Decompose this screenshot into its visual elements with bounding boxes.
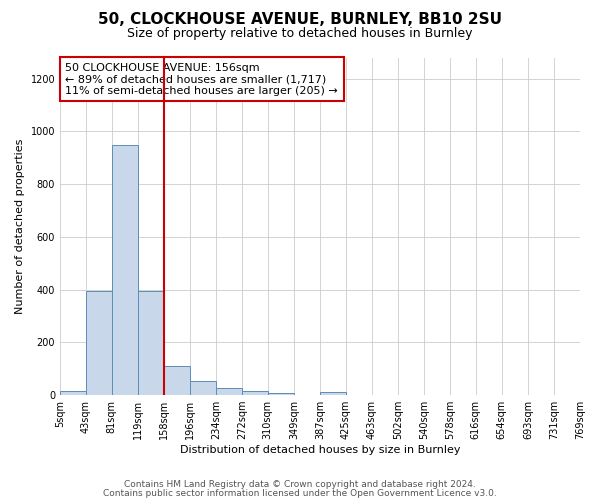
Bar xyxy=(137,292,164,395)
Bar xyxy=(190,381,216,395)
Bar xyxy=(60,391,86,395)
Text: 50, CLOCKHOUSE AVENUE, BURNLEY, BB10 2SU: 50, CLOCKHOUSE AVENUE, BURNLEY, BB10 2SU xyxy=(98,12,502,28)
X-axis label: Distribution of detached houses by size in Burnley: Distribution of detached houses by size … xyxy=(180,445,460,455)
Bar xyxy=(320,392,346,395)
Bar xyxy=(112,146,137,395)
Text: Contains public sector information licensed under the Open Government Licence v3: Contains public sector information licen… xyxy=(103,488,497,498)
Bar xyxy=(268,393,294,395)
Bar xyxy=(164,366,190,395)
Y-axis label: Number of detached properties: Number of detached properties xyxy=(15,138,25,314)
Text: Contains HM Land Registry data © Crown copyright and database right 2024.: Contains HM Land Registry data © Crown c… xyxy=(124,480,476,489)
Bar xyxy=(216,388,242,395)
Bar xyxy=(86,292,112,395)
Bar xyxy=(242,391,268,395)
Text: 50 CLOCKHOUSE AVENUE: 156sqm
← 89% of detached houses are smaller (1,717)
11% of: 50 CLOCKHOUSE AVENUE: 156sqm ← 89% of de… xyxy=(65,62,338,96)
Text: Size of property relative to detached houses in Burnley: Size of property relative to detached ho… xyxy=(127,28,473,40)
